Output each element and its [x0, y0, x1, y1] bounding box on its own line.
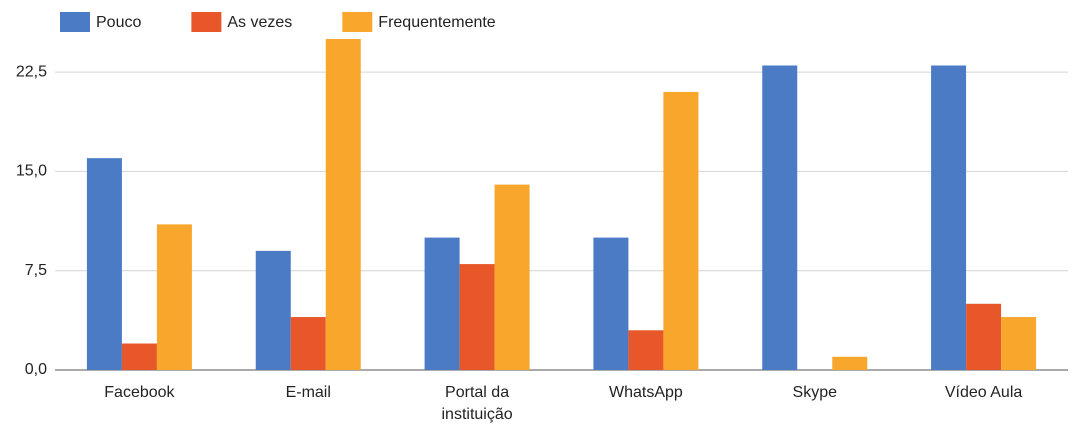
bar	[494, 184, 530, 370]
bar	[663, 91, 699, 371]
legend-label: Pouco	[96, 14, 141, 31]
x-tick-label: WhatsApp	[609, 384, 683, 401]
bar	[86, 158, 122, 370]
legend-swatch	[191, 12, 222, 32]
x-tick-label: Vídeo Aula	[944, 384, 1023, 401]
legend-swatch	[60, 12, 90, 32]
bar	[290, 317, 326, 370]
y-tick-label: 15,0	[16, 163, 47, 180]
bar	[459, 264, 495, 370]
bar	[832, 356, 868, 370]
legend-swatch	[342, 12, 373, 32]
y-tick-label: 22,5	[16, 63, 47, 80]
bar	[628, 330, 664, 370]
y-tick-label: 7,5	[25, 262, 47, 279]
bar	[1001, 317, 1037, 370]
bar	[121, 343, 157, 370]
bar	[255, 250, 291, 370]
legend-label: Frequentemente	[378, 14, 496, 31]
x-tick-label: E-mail	[285, 384, 331, 401]
bar	[966, 303, 1002, 370]
y-tick-label: 0,0	[25, 361, 47, 378]
bar	[424, 237, 460, 370]
x-tick-label: Skype	[792, 384, 837, 401]
bar	[762, 65, 798, 370]
bar	[325, 39, 361, 370]
legend-label: As vezes	[227, 14, 292, 31]
bar	[593, 237, 629, 370]
x-tick-label: Facebook	[104, 384, 175, 401]
bar	[156, 224, 192, 370]
bar	[931, 65, 967, 370]
x-tick-label: Portal da instituição	[441, 384, 513, 423]
